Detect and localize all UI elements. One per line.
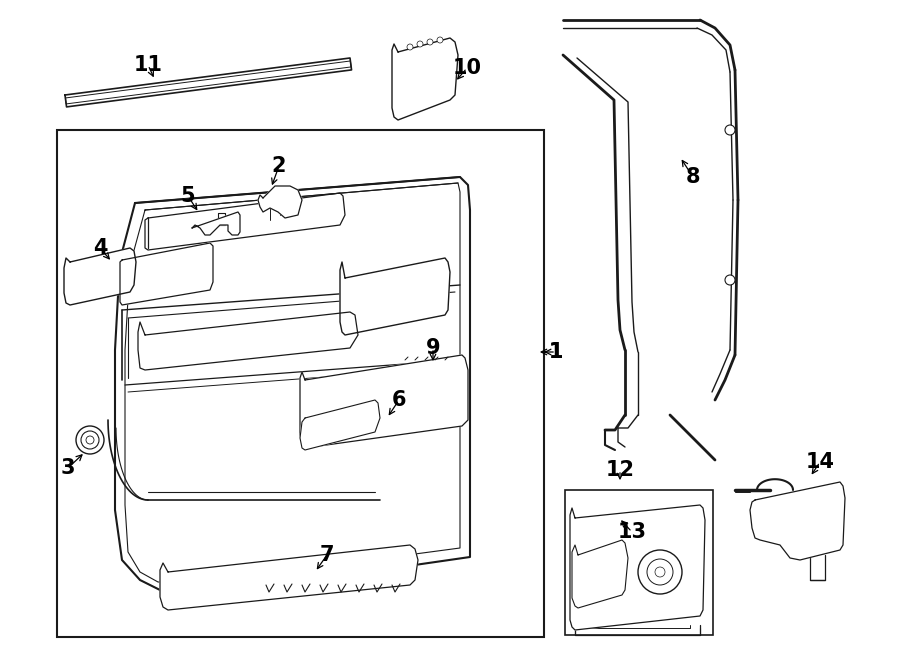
Polygon shape [138, 312, 358, 370]
Text: 4: 4 [93, 238, 107, 258]
Polygon shape [300, 400, 380, 450]
Bar [57, 130, 544, 637]
Circle shape [407, 44, 413, 50]
Bar [565, 490, 713, 635]
Polygon shape [192, 212, 240, 235]
Polygon shape [115, 177, 470, 590]
Polygon shape [120, 243, 213, 305]
Polygon shape [258, 186, 302, 218]
Text: 5: 5 [181, 186, 195, 206]
Circle shape [81, 431, 99, 449]
Text: 6: 6 [392, 390, 406, 410]
Circle shape [725, 125, 735, 135]
Text: 1: 1 [549, 342, 563, 362]
Circle shape [76, 426, 104, 454]
Polygon shape [570, 505, 705, 630]
Polygon shape [300, 355, 468, 448]
Circle shape [437, 37, 443, 43]
Text: 2: 2 [272, 156, 286, 176]
Text: 10: 10 [453, 58, 482, 78]
Text: 13: 13 [617, 522, 646, 542]
Circle shape [655, 567, 665, 577]
Polygon shape [572, 540, 628, 608]
Circle shape [647, 559, 673, 585]
Circle shape [427, 39, 433, 45]
Text: 9: 9 [426, 338, 440, 358]
Text: 14: 14 [806, 452, 834, 472]
Text: 1: 1 [549, 342, 563, 362]
Text: 8: 8 [686, 167, 700, 187]
Polygon shape [64, 248, 136, 305]
Polygon shape [340, 258, 450, 335]
Text: 11: 11 [133, 55, 163, 75]
Circle shape [86, 436, 94, 444]
Circle shape [638, 550, 682, 594]
Polygon shape [160, 545, 418, 610]
Circle shape [725, 275, 735, 285]
Text: 3: 3 [61, 458, 76, 478]
Text: 7: 7 [320, 545, 334, 565]
Text: 12: 12 [606, 460, 634, 480]
Polygon shape [65, 58, 352, 107]
Polygon shape [750, 482, 845, 560]
Polygon shape [392, 38, 458, 120]
Circle shape [417, 41, 423, 47]
